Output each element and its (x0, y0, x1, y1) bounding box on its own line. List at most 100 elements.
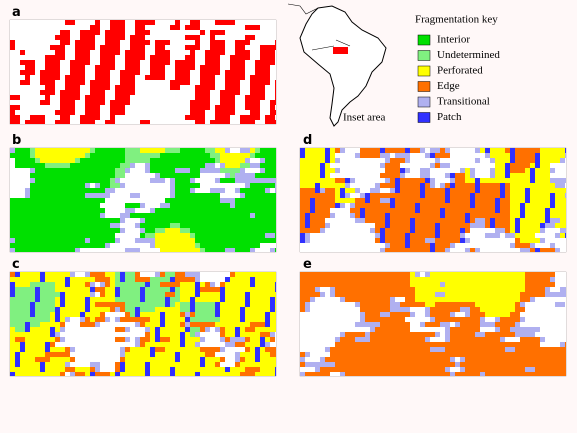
map-cell (325, 297, 330, 302)
map-cell (540, 243, 545, 248)
map-cell (140, 312, 145, 317)
map-cell (75, 158, 80, 163)
map-cell (535, 208, 540, 213)
map-cell (35, 120, 40, 124)
map-cell (260, 362, 265, 367)
map-cell (215, 282, 220, 287)
map-cell (450, 218, 455, 223)
map-cell (140, 70, 145, 75)
map-cell (230, 362, 235, 367)
map-cell (250, 168, 255, 173)
map-cell (260, 317, 265, 322)
map-cell (420, 233, 425, 238)
map-cell (145, 193, 150, 198)
map-cell (25, 287, 30, 292)
map-cell (510, 282, 515, 287)
map-cell (35, 233, 40, 238)
map-cell (180, 30, 185, 35)
map-cell (90, 352, 95, 357)
map-cell (230, 173, 235, 178)
map-cell (335, 238, 340, 243)
map-cell (235, 208, 240, 213)
map-cell (340, 248, 345, 252)
map-cell (555, 238, 560, 243)
map-cell (140, 178, 145, 183)
map-cell (475, 307, 480, 312)
map-cell (215, 292, 220, 297)
map-cell (400, 188, 405, 193)
map-cell (150, 233, 155, 238)
map-cell (175, 287, 180, 292)
map-cell (230, 203, 235, 208)
map-cell (125, 188, 130, 193)
map-cell (90, 317, 95, 322)
map-cell (160, 287, 165, 292)
map-cell (60, 158, 65, 163)
map-cell (85, 60, 90, 65)
map-cell (200, 213, 205, 218)
map-cell (140, 115, 145, 120)
map-cell (245, 342, 250, 347)
map-cell (90, 65, 95, 70)
map-panel (299, 147, 567, 253)
map-cell (45, 50, 50, 55)
map-cell (210, 362, 215, 367)
map-cell (260, 20, 265, 25)
map-cell (75, 243, 80, 248)
map-cell (175, 372, 180, 376)
map-cell (300, 243, 305, 248)
map-cell (110, 115, 115, 120)
map-cell (65, 30, 70, 35)
map-cell (40, 110, 45, 115)
map-cell (40, 362, 45, 367)
map-cell (515, 292, 520, 297)
map-cell (230, 352, 235, 357)
map-cell (190, 120, 195, 124)
map-cell (75, 213, 80, 218)
map-cell (450, 148, 455, 153)
map-cell (125, 352, 130, 357)
map-cell (30, 25, 35, 30)
map-cell (445, 223, 450, 228)
map-cell (300, 312, 305, 317)
map-cell (125, 95, 130, 100)
map-cell (185, 110, 190, 115)
map-cell (440, 193, 445, 198)
map-cell (240, 120, 245, 124)
map-cell (60, 213, 65, 218)
map-cell (180, 218, 185, 223)
map-cell (115, 120, 120, 124)
map-cell (30, 228, 35, 233)
map-cell (150, 110, 155, 115)
map-cell (255, 25, 260, 30)
map-cell (535, 203, 540, 208)
map-cell (550, 168, 555, 173)
map-cell (105, 272, 110, 277)
map-cell (305, 213, 310, 218)
map-cell (460, 223, 465, 228)
map-cell (425, 203, 430, 208)
map-cell (240, 193, 245, 198)
map-cell (205, 60, 210, 65)
map-cell (345, 282, 350, 287)
map-cell (270, 40, 275, 45)
map-cell (155, 218, 160, 223)
map-cell (120, 80, 125, 85)
map-cell (195, 218, 200, 223)
map-cell (260, 272, 265, 277)
map-cell (480, 193, 485, 198)
map-cell (265, 25, 270, 30)
map-cell (190, 50, 195, 55)
map-cell (265, 292, 270, 297)
map-cell (165, 233, 170, 238)
map-cell (160, 218, 165, 223)
map-cell (115, 30, 120, 35)
map-cell (50, 50, 55, 55)
map-cell (410, 188, 415, 193)
map-cell (125, 213, 130, 218)
map-cell (390, 163, 395, 168)
map-cell (180, 178, 185, 183)
map-cell (190, 238, 195, 243)
map-cell (355, 208, 360, 213)
map-cell (95, 173, 100, 178)
